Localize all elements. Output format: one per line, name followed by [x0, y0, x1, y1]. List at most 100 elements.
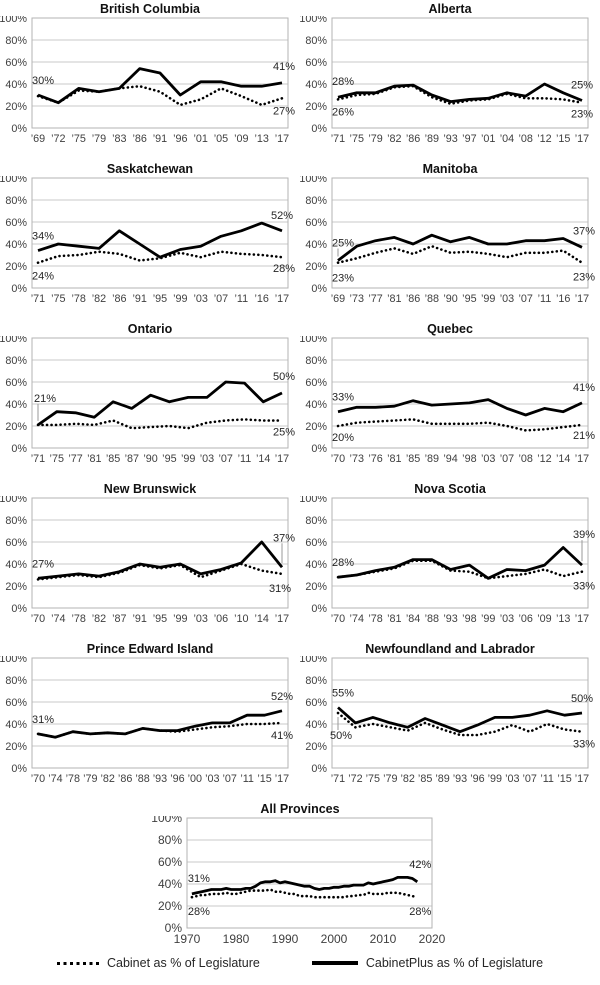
x-tick-label: ’15: [557, 773, 571, 785]
y-tick-label: 20%: [5, 421, 27, 433]
x-tick-label: ’72: [348, 773, 362, 785]
chart-plot-nova-scotia: 0% 20% 40% 60% 80% 100% ’70 ’74 ’78 ’81 ’84 ’88 ’93 ’…: [300, 496, 595, 625]
chart-newfoundland-and-labrador: Newfoundland and Labrador 0% 20% 40% 60% 80%…: [300, 640, 600, 800]
x-tick-label: ’82: [387, 133, 401, 145]
x-tick-label: ’70: [31, 613, 45, 625]
x-tick-label: ’77: [368, 293, 382, 305]
annotation-label: 21%: [34, 393, 56, 405]
x-tick-label: ’86: [406, 133, 420, 145]
y-tick-label: 60%: [5, 537, 27, 549]
y-tick-label: 100%: [300, 336, 327, 345]
x-tick-label: ’87: [112, 613, 126, 625]
x-tick-label: ’85: [406, 453, 420, 465]
x-tick-label: ’71: [31, 453, 45, 465]
x-tick-label: ’99: [173, 293, 187, 305]
annotation-label: 41%: [271, 730, 293, 742]
plot-border: [31, 17, 289, 129]
annotation-label: 25%: [273, 427, 295, 439]
x-tick-label: ’09: [537, 613, 551, 625]
y-tick-label: 100%: [0, 16, 27, 25]
y-tick-label: 0%: [311, 443, 327, 455]
plot-border: [331, 657, 589, 769]
solid-series-line: [37, 221, 283, 259]
solid-series-line: [337, 398, 583, 417]
y-tick-label: 20%: [305, 101, 327, 113]
chart-title: Nova Scotia: [414, 482, 486, 496]
y-tick-label: 0%: [11, 763, 27, 775]
x-tick-label: ’03: [505, 773, 519, 785]
y-tick-label: 20%: [5, 101, 27, 113]
x-tick-label: ’03: [500, 293, 514, 305]
x-tick-label: ’16: [254, 293, 268, 305]
annotation-label: 55%: [332, 688, 354, 700]
y-tick-label: 0%: [311, 123, 327, 135]
x-tick-label: ’88: [425, 293, 439, 305]
annotation-label: 28%: [409, 906, 431, 918]
y-tick-label: 80%: [5, 35, 27, 47]
y-tick-label: 100%: [0, 656, 27, 665]
plot-border: [31, 337, 289, 449]
x-tick-label: ’11: [238, 453, 252, 465]
y-tick-label: 60%: [305, 697, 327, 709]
chart-prince-edward-island: Prince Edward Island 0% 20% 40% 60% 80% 100% ’…: [0, 640, 300, 800]
annotation-label: 52%: [271, 210, 293, 222]
y-tick-label: 0%: [11, 603, 27, 615]
chart-title: Manitoba: [422, 162, 478, 176]
x-tick-label: ’99: [173, 613, 187, 625]
y-tick-label: 40%: [5, 399, 27, 411]
x-tick-label: ’90: [143, 453, 157, 465]
y-tick-label: 60%: [305, 377, 327, 389]
chart-plot-manitoba: 0% 20% 40% 60% 80% 100% ’69 ’73 ’77 ’81 ’86 ’88 ’90 ’…: [300, 176, 595, 305]
chart-title: All Provinces: [260, 802, 340, 816]
solid-series-line: [337, 706, 583, 734]
x-tick-label: ’93: [443, 613, 457, 625]
annotation-label: 21%: [573, 430, 595, 442]
chart-plot-alberta: 0% 20% 40% 60% 80% 100% ’71 ’75 ’79 ’82 ’86 ’89 ’93 ’…: [300, 16, 593, 145]
dotted-series-line: [36, 721, 284, 739]
x-tick-label: ’03: [205, 773, 219, 785]
annotation-label: 28%: [332, 557, 354, 569]
x-tick-label: ’81: [87, 453, 101, 465]
x-tick-label: ’85: [418, 773, 432, 785]
x-tick-label: ’12: [537, 133, 551, 145]
annotation-label: 24%: [32, 271, 54, 283]
dotted-line-icon: [56, 961, 99, 965]
y-tick-label: 40%: [305, 559, 327, 571]
solid-series-line: [337, 546, 583, 580]
x-tick-label: ’74: [51, 613, 65, 625]
chart-legend: Cabinet as % of Legislature CabinetPlus …: [0, 956, 600, 970]
solid-line-icon: [311, 961, 358, 965]
x-tick-label: ’11: [540, 773, 554, 785]
x-tick-label: ’86: [118, 773, 132, 785]
x-tick-label: ’89: [425, 453, 439, 465]
x-tick-label: ’17: [275, 613, 289, 625]
chart-title: Ontario: [127, 322, 173, 336]
y-tick-label: 80%: [305, 675, 327, 687]
chart-title: Alberta: [428, 2, 472, 16]
x-tick-label: 2020: [419, 932, 446, 946]
annotation-label: 23%: [573, 272, 595, 284]
x-tick-label: ’77: [68, 453, 82, 465]
x-tick-label: ’71: [31, 293, 45, 305]
x-tick-label: ’03: [500, 613, 514, 625]
x-tick-label: ’78: [66, 773, 80, 785]
annotation-label: 50%: [330, 730, 352, 742]
dotted-series-line: [36, 418, 284, 430]
annotation-label: 27%: [32, 558, 54, 570]
y-tick-label: 60%: [305, 57, 327, 69]
x-tick-label: ’07: [214, 293, 228, 305]
x-tick-label: ’03: [193, 293, 207, 305]
y-tick-label: 100%: [151, 816, 182, 825]
x-tick-label: ’91: [132, 613, 146, 625]
x-tick-label: ’89: [425, 133, 439, 145]
annotation-label: 37%: [273, 532, 295, 544]
chart-quebec: Quebec 0% 20% 40% 60% 80% 100% ’70 ’73 ’76 ’81 ’85…: [300, 320, 600, 480]
chart-title: Newfoundland and Labrador: [365, 642, 535, 656]
x-tick-label: ’03: [200, 453, 214, 465]
y-tick-label: 0%: [165, 921, 183, 935]
x-tick-label: ’07: [523, 773, 537, 785]
annotation-label: 50%: [571, 693, 593, 705]
x-tick-label: ’73: [350, 293, 364, 305]
x-tick-label: ’09: [234, 133, 248, 145]
x-tick-label: ’07: [218, 453, 232, 465]
